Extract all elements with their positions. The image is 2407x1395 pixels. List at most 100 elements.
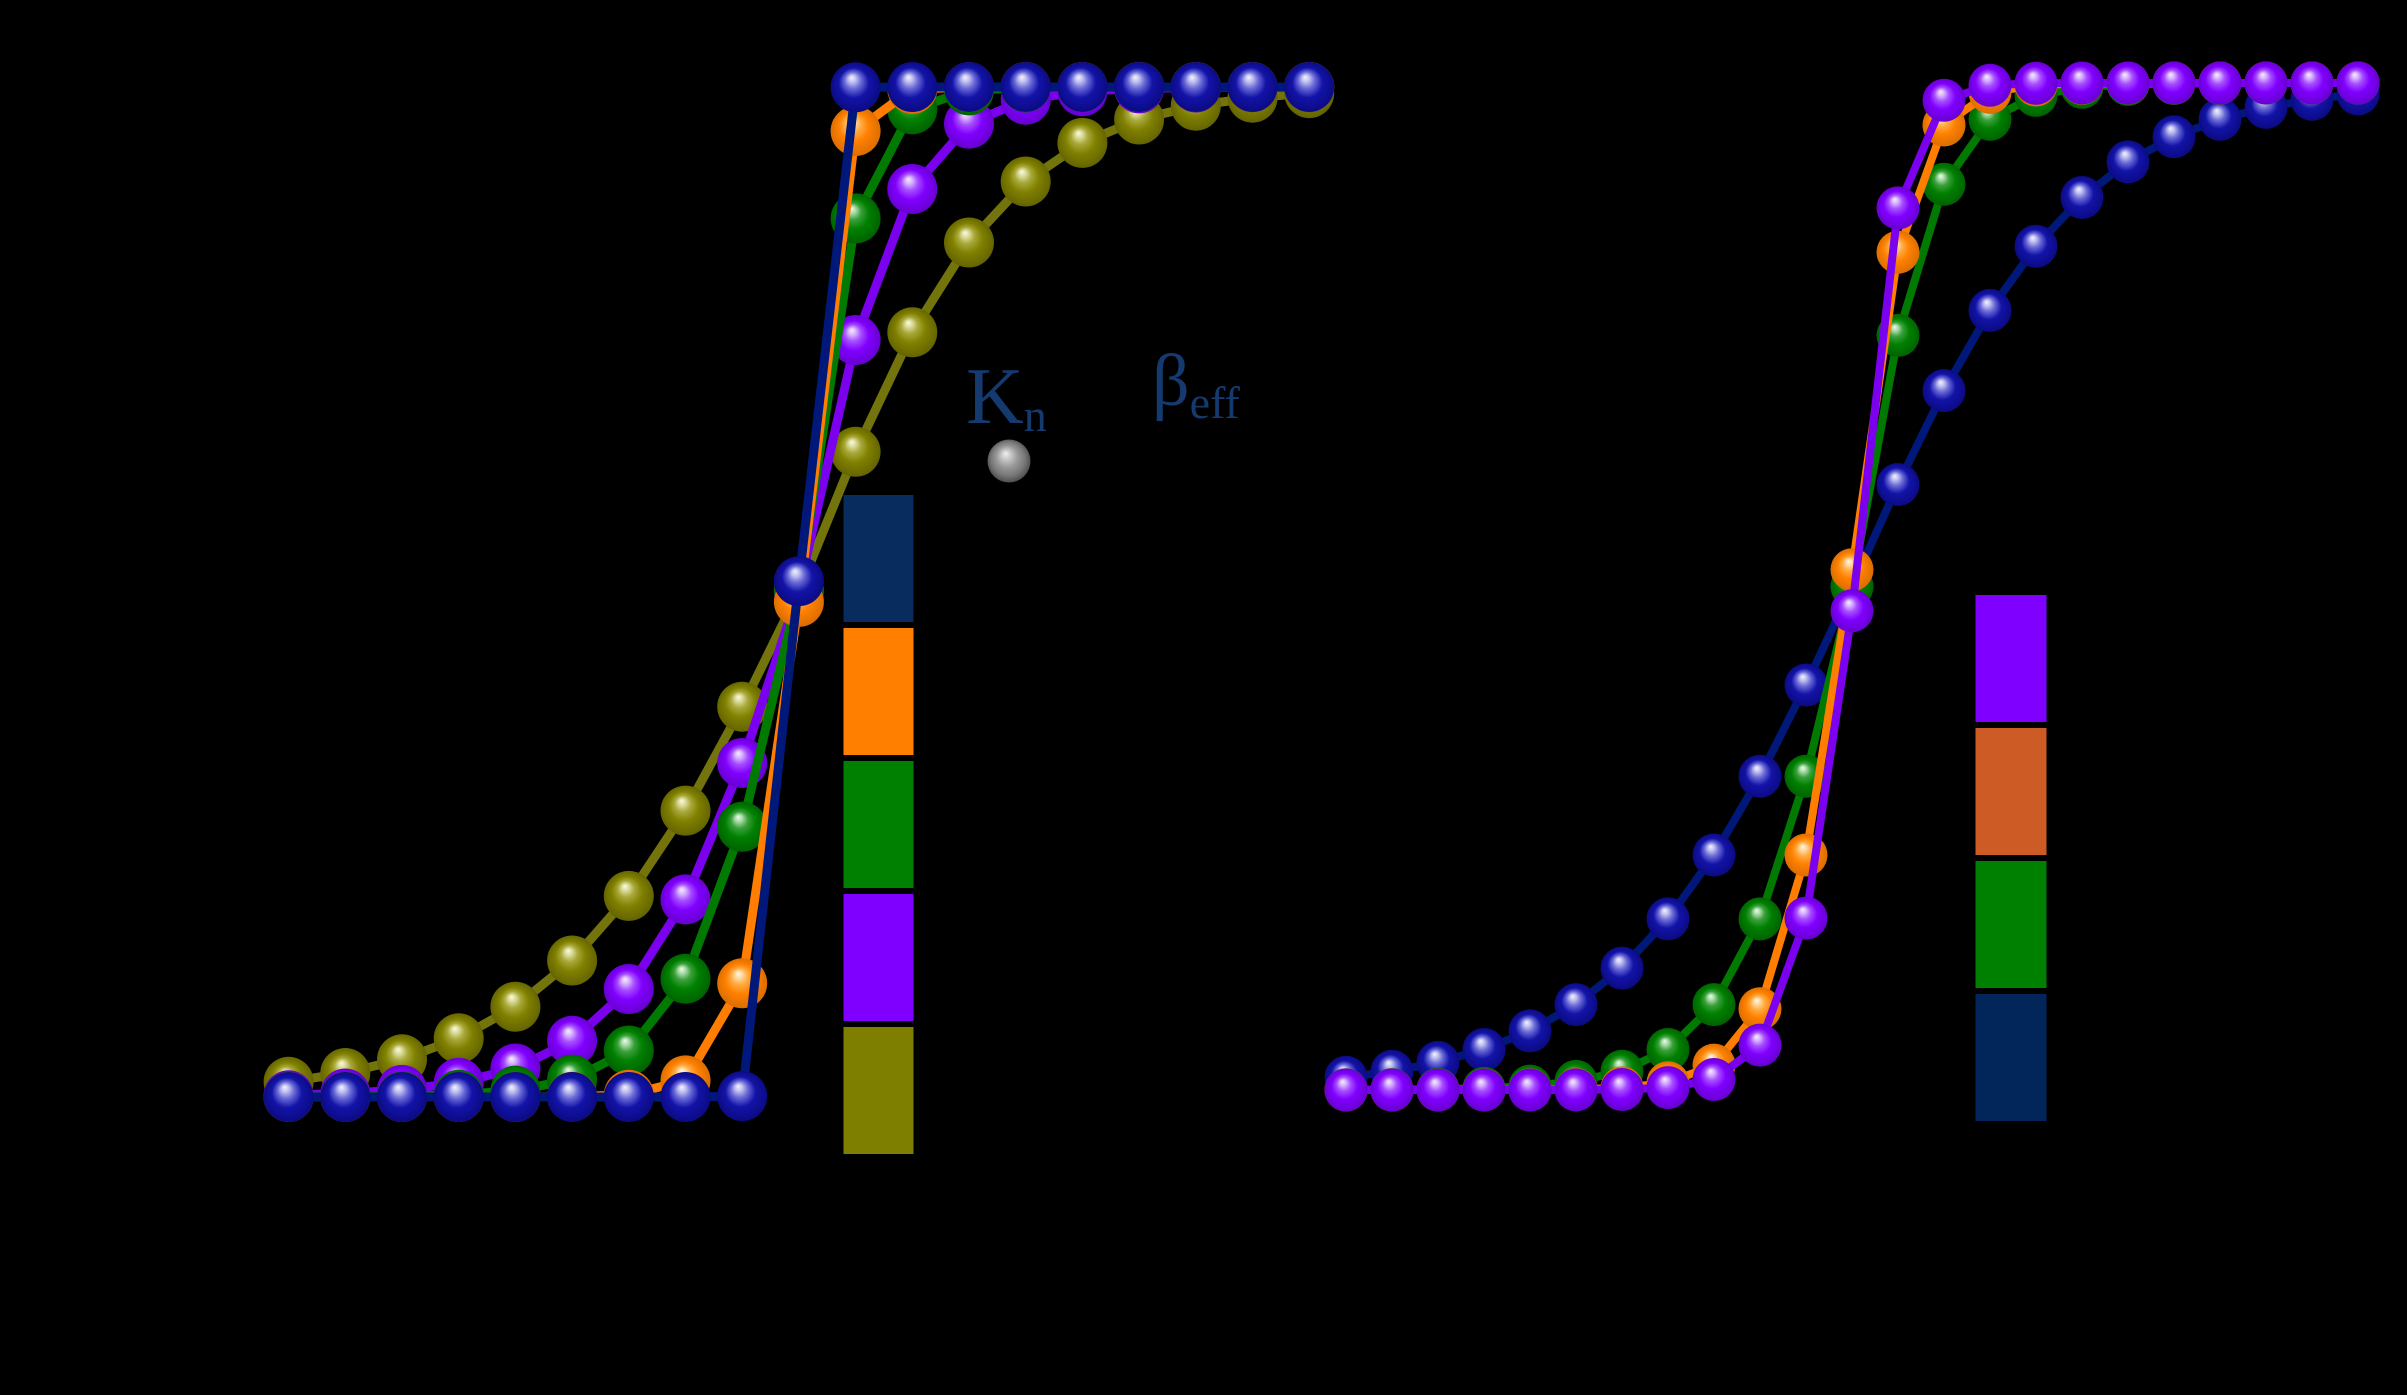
data-point-marker-navy: [2106, 140, 2150, 184]
data-point-marker-purple: [2014, 61, 2058, 105]
data-point-marker-olive: [603, 870, 654, 921]
data-point-marker-navy: [320, 1072, 371, 1122]
plot-right: [1324, 61, 2380, 1112]
data-point-marker-purple: [2152, 61, 2196, 105]
legend-right: [1975, 595, 2047, 1121]
data-point-marker-purple: [1968, 63, 2012, 107]
data-point-marker-navy: [1114, 62, 1165, 112]
data-point-marker-navy: [944, 62, 994, 112]
series-purple-right: [1324, 61, 2380, 1112]
plot-left: [263, 62, 1335, 1122]
data-point-marker-purple: [1554, 1068, 1598, 1112]
data-point-marker-olive: [887, 307, 938, 358]
data-point-marker-navy: [660, 1072, 711, 1122]
data-point-marker-navy: [1554, 983, 1598, 1027]
data-point-marker-purple: [1922, 78, 1966, 122]
data-point-marker-navy: [490, 1072, 541, 1122]
data-point-marker-purple: [660, 874, 711, 925]
data-point-marker-navy: [603, 1072, 654, 1122]
data-point-marker-navy: [263, 1072, 314, 1122]
legend-header-beff: βeff: [1152, 340, 1241, 428]
series-navy-left: [263, 62, 1335, 1122]
data-point-marker-navy: [717, 1071, 768, 1122]
legend-left: [843, 495, 914, 1154]
data-point-marker-navy: [1508, 1009, 1552, 1053]
data-point-marker-purple: [547, 1015, 598, 1066]
data-point-marker-green: [1646, 1028, 1690, 1071]
data-point-marker-purple: [1876, 186, 1920, 230]
data-point-marker-green: [603, 1025, 654, 1076]
legend-swatch-olive-left: [843, 1027, 914, 1154]
data-point-marker-navy: [377, 1072, 427, 1122]
legend-swatch-green-right: [1975, 861, 2047, 988]
data-point-marker-navy: [2152, 115, 2196, 159]
data-point-marker-orange: [1876, 230, 1920, 274]
data-point-marker-navy: [1784, 663, 1828, 707]
data-point-marker-purple: [1416, 1068, 1460, 1112]
legend-swatch-navy-left: [843, 495, 914, 622]
data-point-marker-navy: [887, 62, 938, 112]
data-point-marker-green: [717, 801, 768, 852]
data-point-marker-purple: [1508, 1068, 1552, 1112]
data-point-marker-navy: [1000, 62, 1051, 112]
data-point-marker-navy: [1876, 463, 1920, 506]
data-point-marker-olive: [547, 935, 598, 986]
data-point-marker-purple: [2060, 61, 2104, 105]
legend-header-kn: Kn: [966, 353, 1047, 441]
data-point-marker-olive: [490, 981, 541, 1032]
data-point-marker-purple: [2198, 61, 2242, 105]
legend-swatch-orange-left: [843, 628, 914, 755]
beff-main-label: β: [1152, 340, 1190, 422]
data-point-marker-navy: [1227, 62, 1278, 112]
data-point-marker-navy: [1738, 754, 1782, 798]
data-point-marker-purple: [1462, 1068, 1506, 1112]
legend-swatch-purple-right: [1975, 595, 2047, 722]
data-point-marker-navy: [1600, 946, 1644, 990]
legend-swatch-navy-right: [1975, 994, 2047, 1121]
data-point-marker-navy: [830, 62, 881, 113]
data-point-marker-navy: [2198, 97, 2242, 141]
data-point-marker-purple: [1600, 1068, 1644, 1111]
data-point-marker-purple: [1830, 589, 1874, 633]
data-point-marker-orange: [830, 106, 881, 156]
legend-swatch-chocolate-right: [1975, 728, 2047, 855]
data-point-marker-navy: [1968, 288, 2012, 332]
data-point-marker-purple: [1324, 1068, 1368, 1112]
data-point-marker-purple: [2244, 61, 2288, 105]
data-point-marker-purple: [1738, 1023, 1782, 1067]
data-point-marker-purple: [2336, 61, 2380, 105]
data-point-marker-purple: [2106, 61, 2150, 105]
data-point-marker-navy: [1057, 62, 1108, 112]
plot-panels: [263, 61, 2380, 1122]
legend-swatch-green-left: [843, 761, 914, 888]
data-point-marker-purple: [1370, 1068, 1414, 1112]
data-point-marker-orange: [1830, 548, 1874, 592]
gray-sphere-icon: [987, 439, 1031, 483]
data-point-marker-navy: [433, 1072, 484, 1122]
data-point-marker-purple: [1692, 1058, 1736, 1101]
data-point-marker-navy: [547, 1072, 598, 1122]
data-point-marker-green: [1738, 897, 1782, 941]
data-point-marker-navy: [1646, 897, 1690, 941]
data-point-marker-navy: [773, 556, 824, 607]
legend-swatch-purple-left: [843, 894, 914, 1021]
data-point-marker-navy: [1922, 369, 1966, 413]
data-point-marker-purple: [887, 164, 938, 214]
data-point-marker-navy: [1170, 62, 1221, 112]
data-point-marker-navy: [1462, 1028, 1506, 1071]
data-point-marker-olive: [433, 1013, 484, 1064]
data-point-marker-green: [660, 953, 711, 1004]
data-point-marker-green: [1922, 162, 1966, 206]
series-line-purple: [1346, 79, 2358, 1094]
data-point-marker-olive: [1057, 117, 1108, 168]
kn-main-label: K: [966, 353, 1024, 441]
data-point-marker-purple: [1784, 896, 1828, 940]
data-point-marker-olive: [830, 426, 881, 477]
data-point-marker-purple: [1646, 1066, 1690, 1110]
data-point-marker-olive: [944, 217, 994, 268]
beff-subscript-label: eff: [1190, 377, 1241, 428]
data-point-marker-purple: [2290, 61, 2334, 105]
data-point-marker-purple: [603, 964, 654, 1014]
legend-columns: [843, 495, 2047, 1154]
